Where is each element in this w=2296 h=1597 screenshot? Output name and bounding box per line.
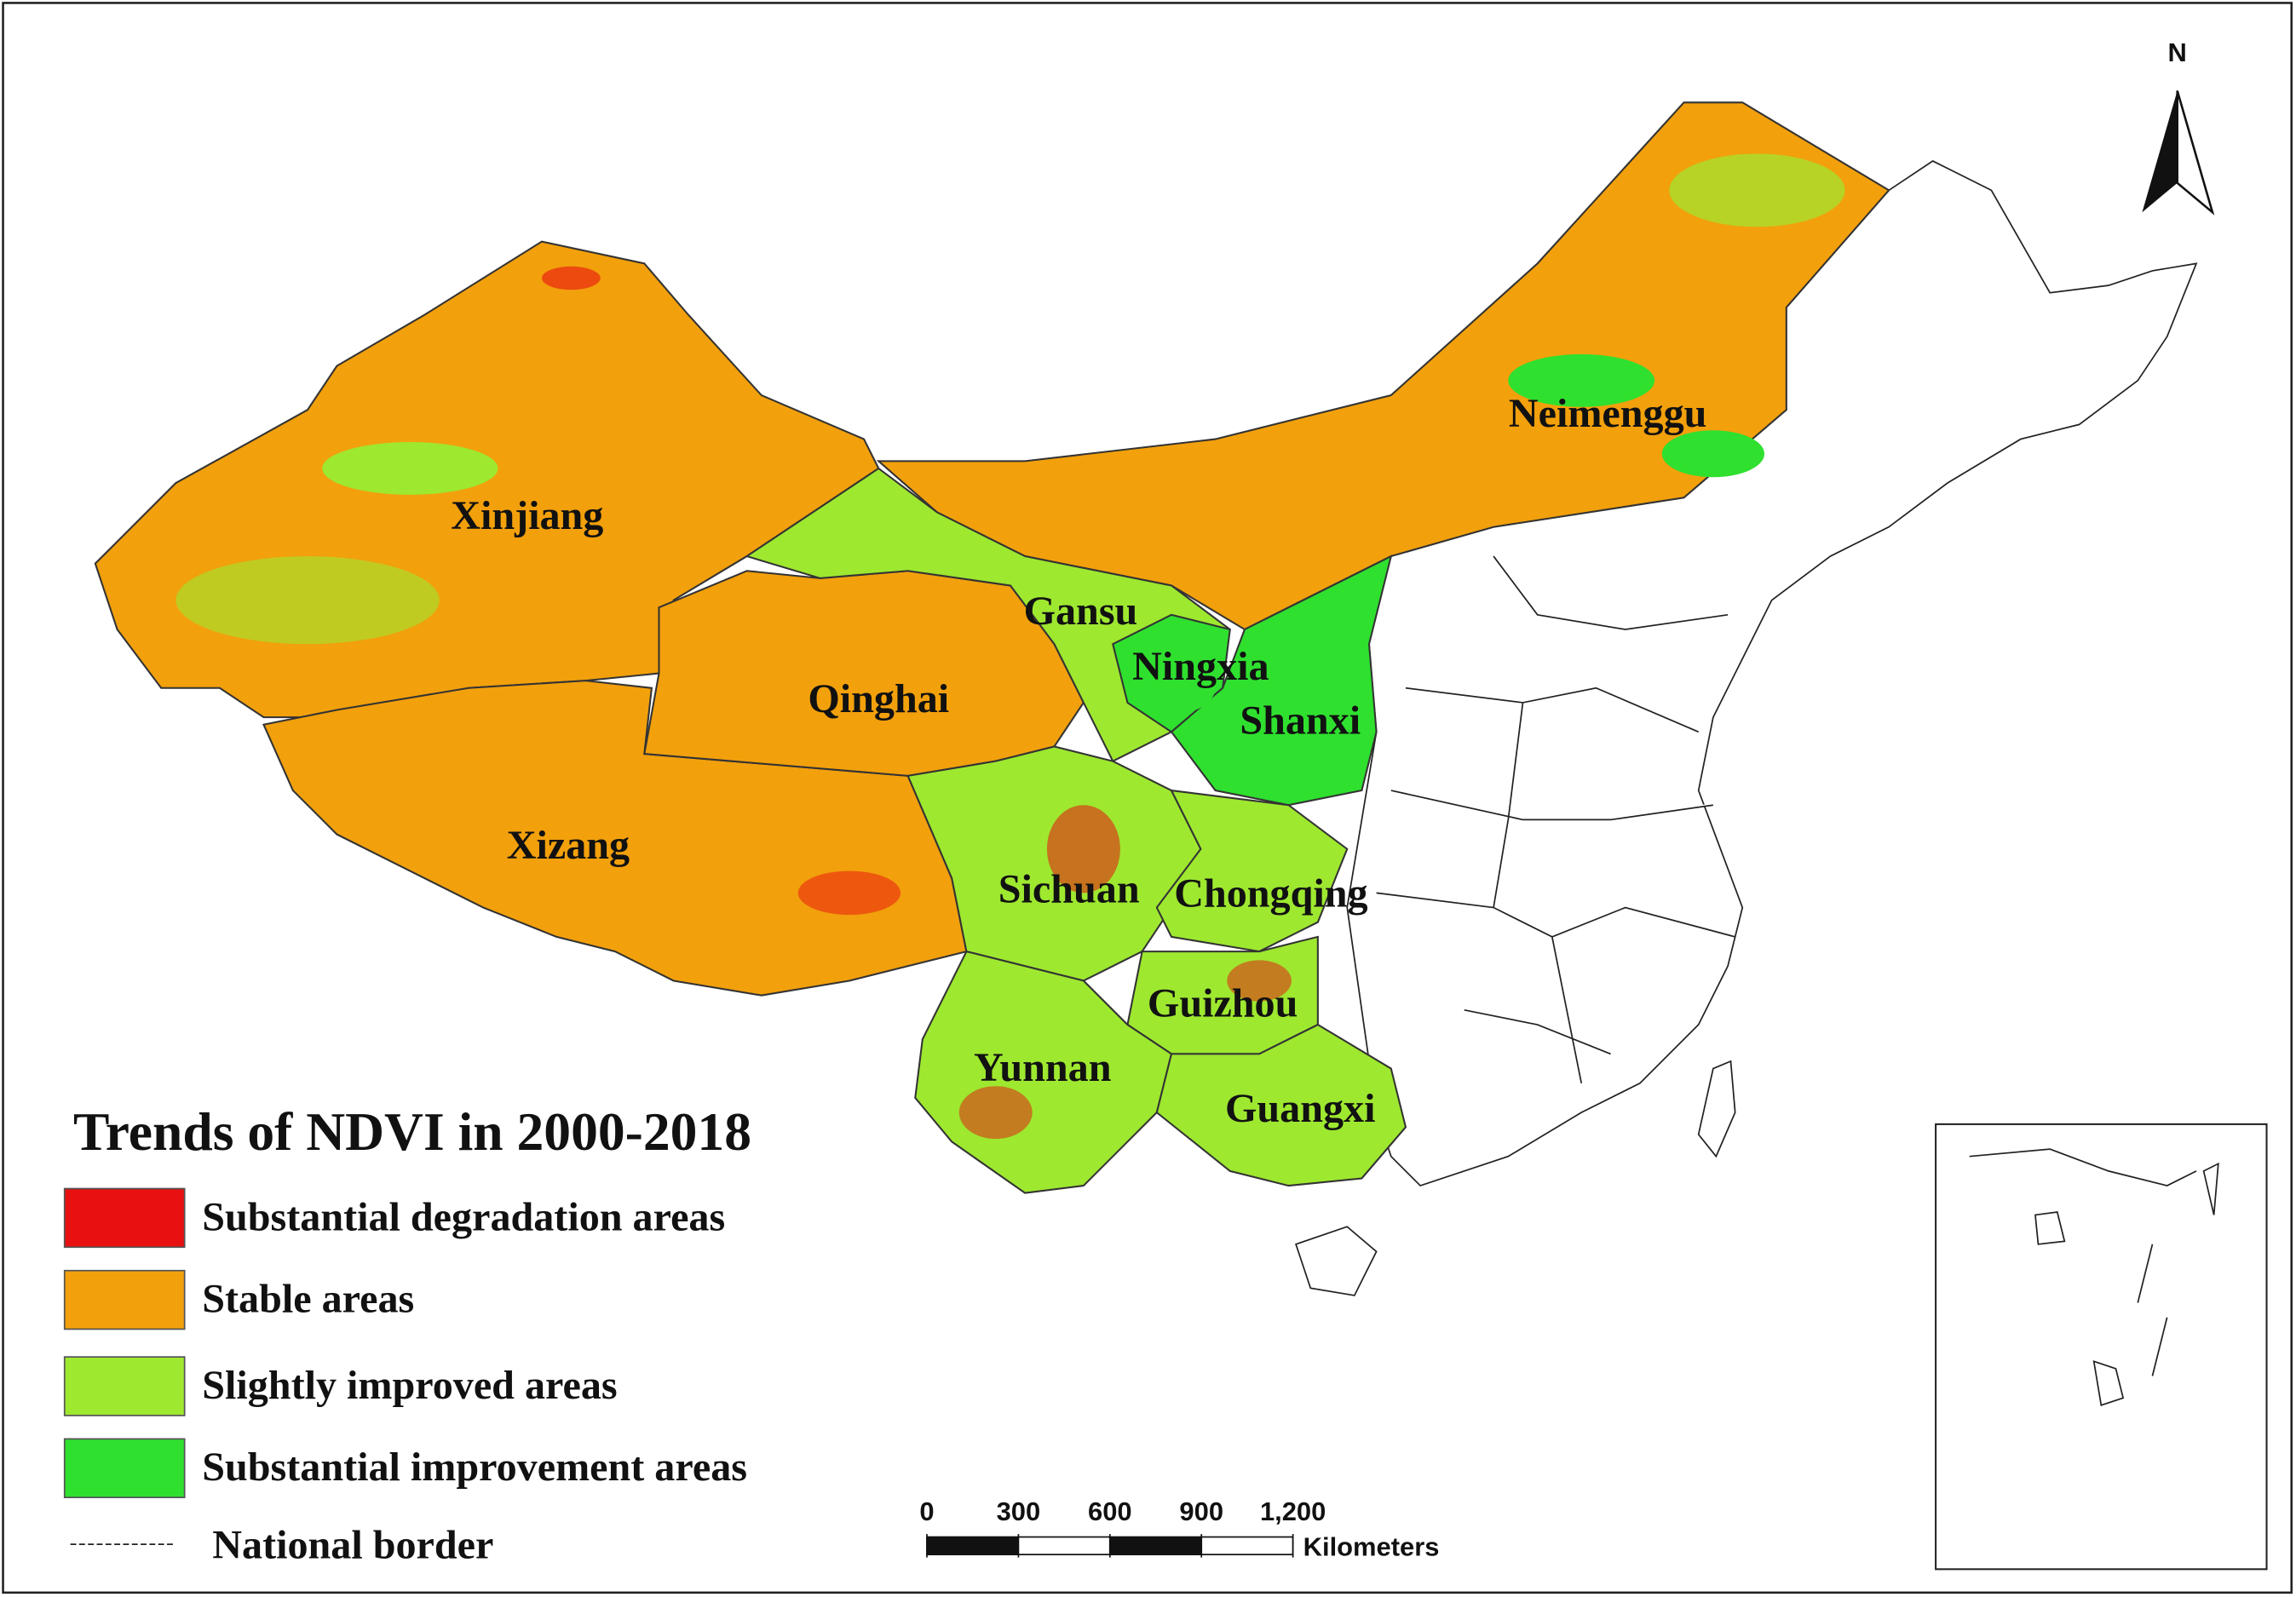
region-label: Chongqing [1174, 871, 1367, 916]
region-shanxi [1170, 554, 1393, 807]
legend-title: Trends of NDVI in 2000-2018 [73, 1101, 751, 1162]
patch [1508, 353, 1655, 407]
region-label: Sichuan [998, 866, 1140, 911]
region-xizang [262, 680, 968, 997]
legend-label: Substantial degradation areas [202, 1194, 725, 1239]
region-labels: Xinjiang Neimenggu Gansu Ningxia Qinghai Shan… [451, 391, 1706, 1131]
patch [797, 870, 901, 916]
scale-segment [1108, 1536, 1203, 1556]
border-legend-label: National border [212, 1522, 493, 1567]
hainan [1294, 1226, 1378, 1296]
patch [958, 1086, 1033, 1140]
patch [1274, 622, 1362, 696]
inset-frame [1935, 1123, 2268, 1571]
scale-bar: 0 300 600 900 1,200 [919, 1496, 1326, 1558]
region-label: Ningxia [1132, 644, 1269, 689]
region-label: Xinjiang [451, 493, 603, 538]
region-label: Neimenggu [1509, 391, 1707, 436]
patch [1127, 661, 1216, 715]
vegetation-patches [176, 153, 1845, 1140]
scale-segment [1200, 1536, 1294, 1556]
inset-map [1969, 1148, 2219, 1406]
scale-unit: Kilometers [1303, 1531, 1440, 1561]
scale-tick-label: 600 [1088, 1496, 1132, 1526]
scale-segment [1017, 1536, 1111, 1556]
patch [1669, 153, 1845, 227]
patch [1046, 805, 1120, 893]
legend-label: Substantial improvement areas [202, 1445, 747, 1490]
scale-tick-label: 300 [997, 1496, 1041, 1526]
region-label: Guangxi [1225, 1086, 1375, 1131]
scale-tick-label: 900 [1179, 1496, 1223, 1526]
scale-tick-label: 0 [919, 1496, 934, 1526]
region-qinghai [643, 570, 1085, 777]
region-label: Yunnan [974, 1045, 1112, 1090]
legend-label: Stable areas [202, 1277, 414, 1322]
legend-label: Slightly improved areas [202, 1363, 617, 1408]
region-label: Shanxi [1240, 698, 1361, 744]
patch [1661, 430, 1765, 478]
north-arrow-right [2176, 90, 2215, 215]
legend: Substantial degradation areas Stable area… [63, 1187, 747, 1498]
north-label: N [2168, 37, 2187, 67]
scale-tick-label: 1,200 [1260, 1496, 1326, 1526]
region-label: Xizang [507, 823, 630, 868]
region-label: Qinghai [808, 676, 949, 721]
region-guangxi [1155, 1023, 1407, 1187]
patch [541, 266, 601, 290]
scale-segment [926, 1536, 1020, 1556]
legend-swatch [63, 1356, 186, 1416]
patch [322, 442, 498, 495]
region-label: Gansu [1024, 589, 1138, 634]
region-label: Guizhou [1148, 980, 1298, 1025]
taiwan [1697, 1060, 1736, 1158]
patch [1227, 960, 1292, 1002]
legend-swatch [63, 1269, 186, 1330]
legend-swatch [63, 1187, 186, 1249]
legend-swatch [63, 1438, 186, 1498]
patch [176, 556, 440, 645]
